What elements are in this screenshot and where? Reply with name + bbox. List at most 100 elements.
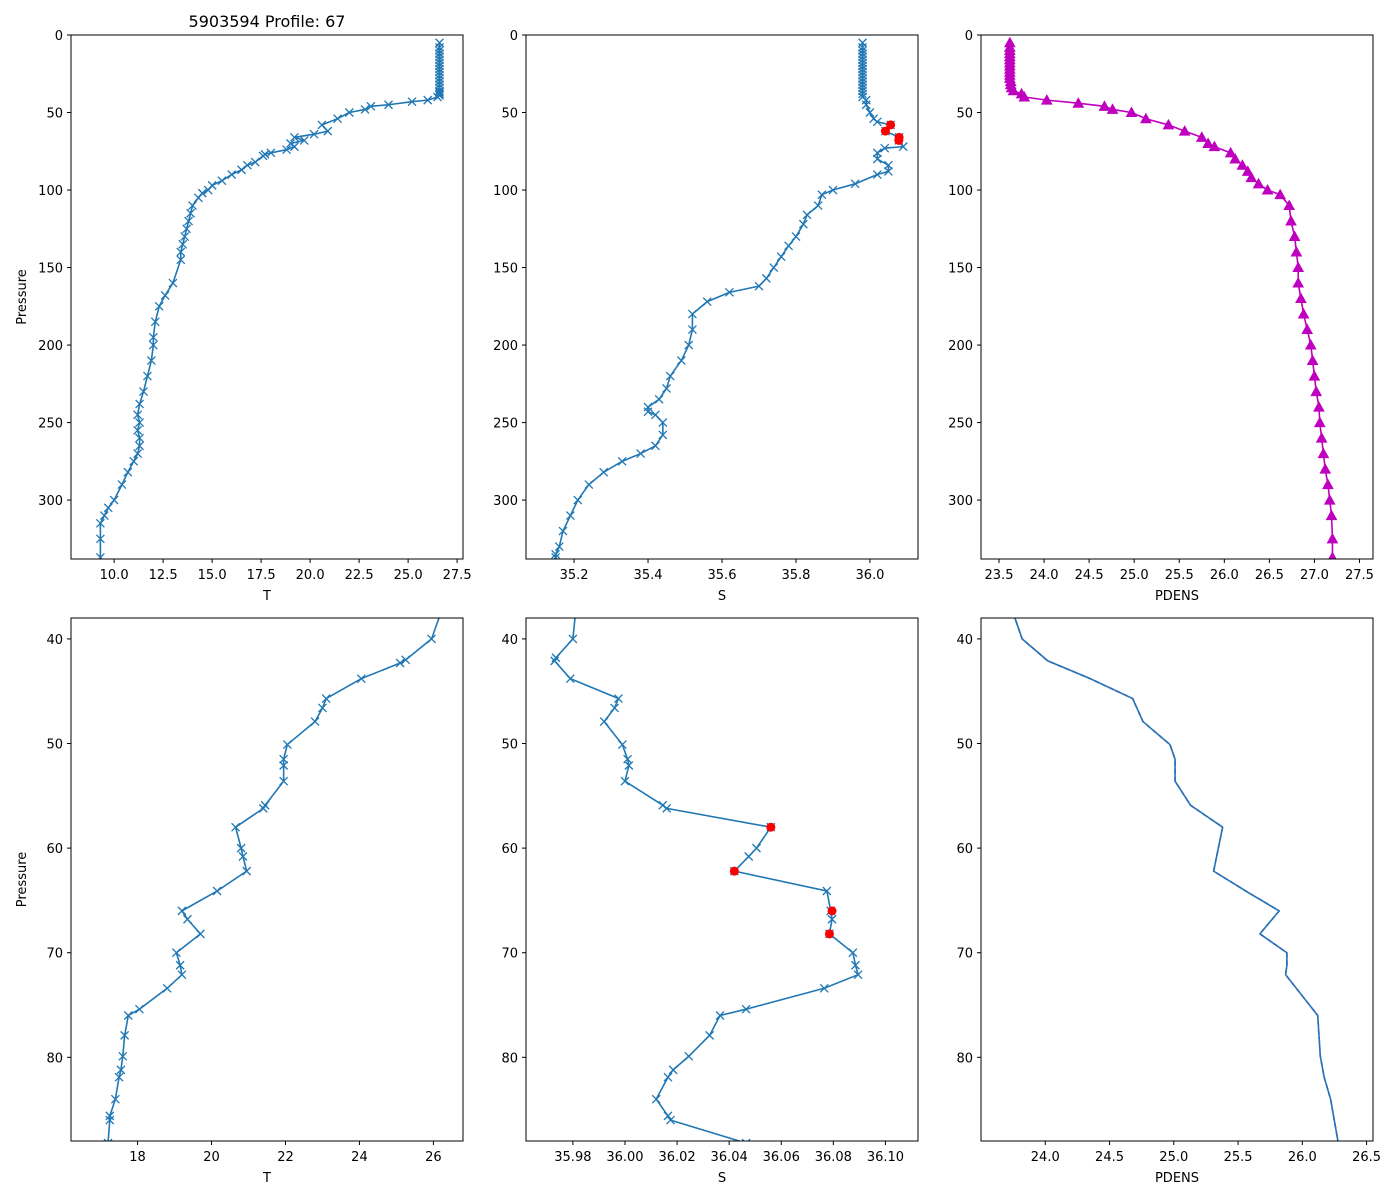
data-point [321, 694, 331, 704]
data-point [1098, 100, 1111, 111]
flagged-point [886, 120, 896, 130]
subplot-bottom-s: 35.98 36.00 36.02 36.04 36.06 36.08 36.10 40 50 6… [501, 617, 919, 1186]
x-tick-label: 26.0 [1210, 568, 1239, 583]
data-point [813, 201, 823, 210]
y-tick-label: 100 [38, 184, 63, 199]
subplot-top-t: 10.0 12.5 15.0 17.5 20.0 22.5 25.0 27.5 0 50 100 15… [15, 12, 472, 604]
data-point [872, 154, 882, 164]
y-tick-label: 60 [956, 842, 973, 857]
axes-frame [70, 34, 464, 560]
y-tick-label: 0 [510, 29, 518, 44]
data-point [1308, 370, 1321, 381]
x-tick-label: 23.5 [985, 568, 1014, 583]
x-axis-label: S [718, 589, 726, 604]
y-tick-label: 250 [948, 417, 973, 432]
data-point [650, 410, 660, 420]
data-point [1295, 292, 1307, 304]
x-tick-label: 24.0 [1031, 1150, 1060, 1165]
data-point [133, 410, 143, 420]
x-tick-label: 10.0 [100, 568, 129, 583]
data-point [231, 822, 241, 832]
data-point [105, 1111, 115, 1121]
data-point [95, 518, 105, 528]
data-point [289, 142, 299, 152]
data-point [266, 148, 276, 158]
x-tick-label: 12.5 [149, 568, 178, 583]
x-tick-label: 25.0 [394, 568, 423, 583]
flagged-point [766, 822, 776, 832]
data-point [599, 467, 609, 477]
data-point [1297, 308, 1310, 319]
data-point [872, 117, 882, 127]
data-point [154, 301, 164, 311]
x-tick-label: 24.5 [1075, 568, 1104, 583]
data-point [848, 948, 858, 958]
data-point [1261, 184, 1274, 195]
data-point [258, 803, 268, 813]
data-point [146, 356, 156, 366]
data-point [741, 1138, 751, 1141]
data-point [176, 255, 186, 265]
x-tick-label: 36.10 [867, 1150, 904, 1165]
data-point [872, 170, 882, 179]
data-point [565, 674, 575, 684]
data-point [1162, 118, 1175, 130]
data-point [754, 281, 764, 291]
data-point [180, 232, 190, 241]
y-tick-label: 50 [46, 738, 63, 753]
data-point [250, 157, 260, 167]
x-tick-label: 36.02 [658, 1150, 695, 1165]
data-point [663, 1072, 673, 1082]
data-point [116, 1065, 126, 1075]
data-point [289, 132, 299, 142]
data-point [175, 960, 185, 970]
data-point [1125, 106, 1138, 118]
data-point [668, 1065, 678, 1075]
data-point [184, 216, 194, 226]
data-point [650, 441, 660, 451]
data-point [177, 906, 187, 916]
axes-frame [980, 34, 1374, 560]
x-tick-label: 35.4 [634, 568, 663, 583]
data-point [193, 193, 203, 203]
data-point [435, 87, 444, 97]
chart-title: 5903594 Profile: 67 [189, 12, 346, 31]
data-point [129, 456, 139, 466]
x-tick-label: 36.06 [763, 1150, 800, 1165]
x-tick-label: 27.0 [1300, 568, 1329, 583]
data-point [162, 983, 172, 993]
y-tick-label: 50 [46, 107, 63, 122]
data-point [135, 418, 145, 428]
y-tick-label: 40 [501, 633, 518, 648]
data-point [643, 407, 653, 417]
data-point [1245, 171, 1258, 183]
data-point [865, 108, 875, 117]
data-point [258, 151, 268, 161]
data-point [135, 441, 145, 451]
data-point [109, 495, 119, 505]
data-point [573, 495, 583, 505]
data-point [662, 803, 672, 813]
data-point [123, 467, 133, 477]
data-point [148, 332, 158, 342]
data-point [744, 852, 754, 861]
data-point [1018, 90, 1031, 102]
x-tick-label: 35.8 [781, 568, 810, 583]
data-point [776, 252, 786, 262]
data-point [1319, 463, 1332, 474]
data-point [120, 1030, 130, 1040]
data-point [103, 1138, 113, 1141]
data-point [551, 552, 561, 559]
data-point [139, 387, 148, 397]
data-point [360, 104, 370, 114]
data-point [1317, 447, 1330, 459]
data-point [769, 263, 779, 273]
data-point [1040, 94, 1053, 105]
data-point [636, 449, 646, 459]
data-point [1285, 215, 1297, 226]
data-point [279, 754, 289, 764]
data-point [217, 176, 227, 186]
y-axis-label: Pressure [15, 852, 30, 908]
data-point [105, 1115, 115, 1125]
x-axis-label: PDENS [1155, 589, 1199, 604]
